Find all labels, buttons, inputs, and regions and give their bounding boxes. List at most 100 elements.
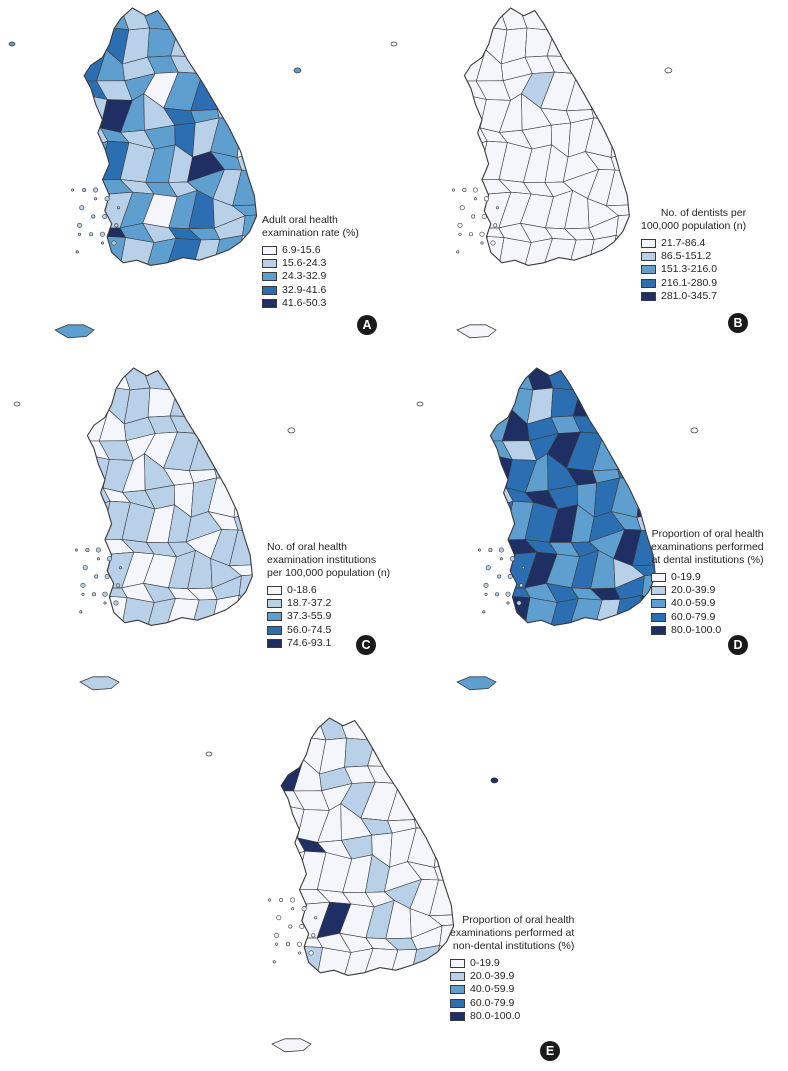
- district-region: [209, 8, 242, 27]
- island: [101, 241, 105, 245]
- district-region: [498, 237, 532, 266]
- district-region: [233, 63, 257, 79]
- district-region: [216, 71, 247, 110]
- legend-c: No. of oral health examination instituti…: [267, 541, 390, 650]
- ulleung-island: [287, 427, 296, 434]
- district-region: [121, 597, 155, 626]
- district-region: [591, 71, 620, 110]
- district-region: [231, 463, 253, 480]
- district-region: [565, 8, 595, 26]
- legend-label: 20.0-39.9: [470, 970, 515, 983]
- island: [298, 951, 302, 955]
- island: [509, 556, 515, 562]
- island: [484, 592, 488, 596]
- legend-item: 40.0-59.9: [651, 597, 764, 610]
- legend-title-line: examination institutions: [267, 554, 377, 566]
- district-region: [84, 225, 109, 254]
- legend-item: 0-18.6: [267, 584, 390, 597]
- legend-e: Proportion of oral health examinations p…: [450, 914, 574, 1023]
- island: [286, 942, 291, 947]
- choropleth-map-c: [13, 367, 296, 691]
- island: [471, 214, 476, 219]
- legend-item: 60.0-79.9: [450, 997, 574, 1010]
- island: [82, 565, 88, 571]
- district-region: [464, 8, 488, 38]
- legend-swatch: [267, 599, 282, 609]
- legend-d: Proportion of oral health examinations p…: [651, 528, 764, 637]
- district-region: [413, 781, 444, 820]
- island: [95, 547, 101, 553]
- island: [94, 197, 98, 201]
- legend-label: 15.6-24.3: [282, 257, 327, 270]
- jeju-island: [79, 676, 120, 691]
- legend-swatch: [450, 972, 465, 982]
- legend-swatch: [450, 985, 465, 995]
- legend-swatch: [651, 573, 666, 583]
- district-region: [231, 431, 253, 470]
- district-region: [608, 71, 630, 110]
- districts: [490, 368, 656, 626]
- island: [103, 601, 107, 605]
- legend-item: 60.0-79.9: [651, 611, 764, 624]
- island: [100, 231, 106, 237]
- northwest-islet: [390, 41, 398, 47]
- district-region: [490, 585, 514, 614]
- districts: [87, 368, 253, 626]
- district-region: [231, 385, 253, 424]
- island: [79, 205, 85, 211]
- ulleung-island: [664, 67, 673, 74]
- district-region: [430, 773, 454, 789]
- district-region: [613, 384, 641, 424]
- island: [91, 214, 96, 219]
- island: [516, 600, 522, 606]
- district-region: [464, 26, 488, 53]
- district-region: [210, 384, 238, 424]
- island: [462, 188, 467, 193]
- island: [102, 214, 108, 220]
- coastline: [280, 717, 455, 976]
- legend-swatch: [262, 298, 277, 308]
- island: [85, 548, 90, 553]
- island: [485, 565, 491, 571]
- legend-swatch: [262, 272, 277, 282]
- legend-item: 6.9-15.6: [262, 244, 359, 257]
- legend-item: 0-19.9: [651, 571, 764, 584]
- legend-label: 0-19.9: [671, 571, 701, 584]
- legend-label: 151.3-216.0: [661, 263, 718, 276]
- district-region: [490, 386, 514, 413]
- district-region: [316, 947, 352, 976]
- island: [299, 924, 305, 930]
- island: [291, 907, 295, 911]
- legend-title-line: No. of dentists per: [660, 207, 747, 219]
- island: [301, 906, 307, 912]
- district-region: [281, 718, 306, 748]
- legend-title-e: Proportion of oral health examinations p…: [450, 914, 574, 953]
- legend-item: 20.0-39.9: [450, 970, 574, 983]
- legend-swatch: [262, 246, 277, 256]
- island: [490, 240, 496, 246]
- legend-swatch: [651, 586, 666, 596]
- legend-label: 21.7-86.4: [661, 237, 706, 250]
- legend-item: 56.0-74.5: [267, 624, 390, 637]
- island: [71, 188, 75, 192]
- district-region: [410, 769, 444, 785]
- ulleung-island: [490, 777, 499, 784]
- legend-title-line: per 100,000 population (n): [267, 567, 391, 579]
- legend-label: 41.6-50.3: [282, 296, 327, 309]
- district-region: [119, 237, 155, 266]
- panel-label-e: E: [540, 1041, 560, 1061]
- panel-label-d: D: [728, 635, 748, 655]
- district-region: [610, 368, 641, 387]
- island: [498, 547, 504, 553]
- panel-label-a: A: [357, 315, 377, 335]
- island: [469, 232, 474, 237]
- island: [113, 600, 119, 606]
- district-region: [100, 368, 131, 391]
- district-region: [87, 595, 111, 626]
- legend-item: 21.7-86.4: [641, 237, 746, 250]
- district-region: [87, 585, 111, 614]
- legend-item: 151.3-216.0: [641, 263, 746, 276]
- legend-item: 281.0-345.7: [641, 290, 746, 303]
- legend-title-line: examinations performed: [651, 541, 764, 553]
- district-region: [230, 423, 253, 439]
